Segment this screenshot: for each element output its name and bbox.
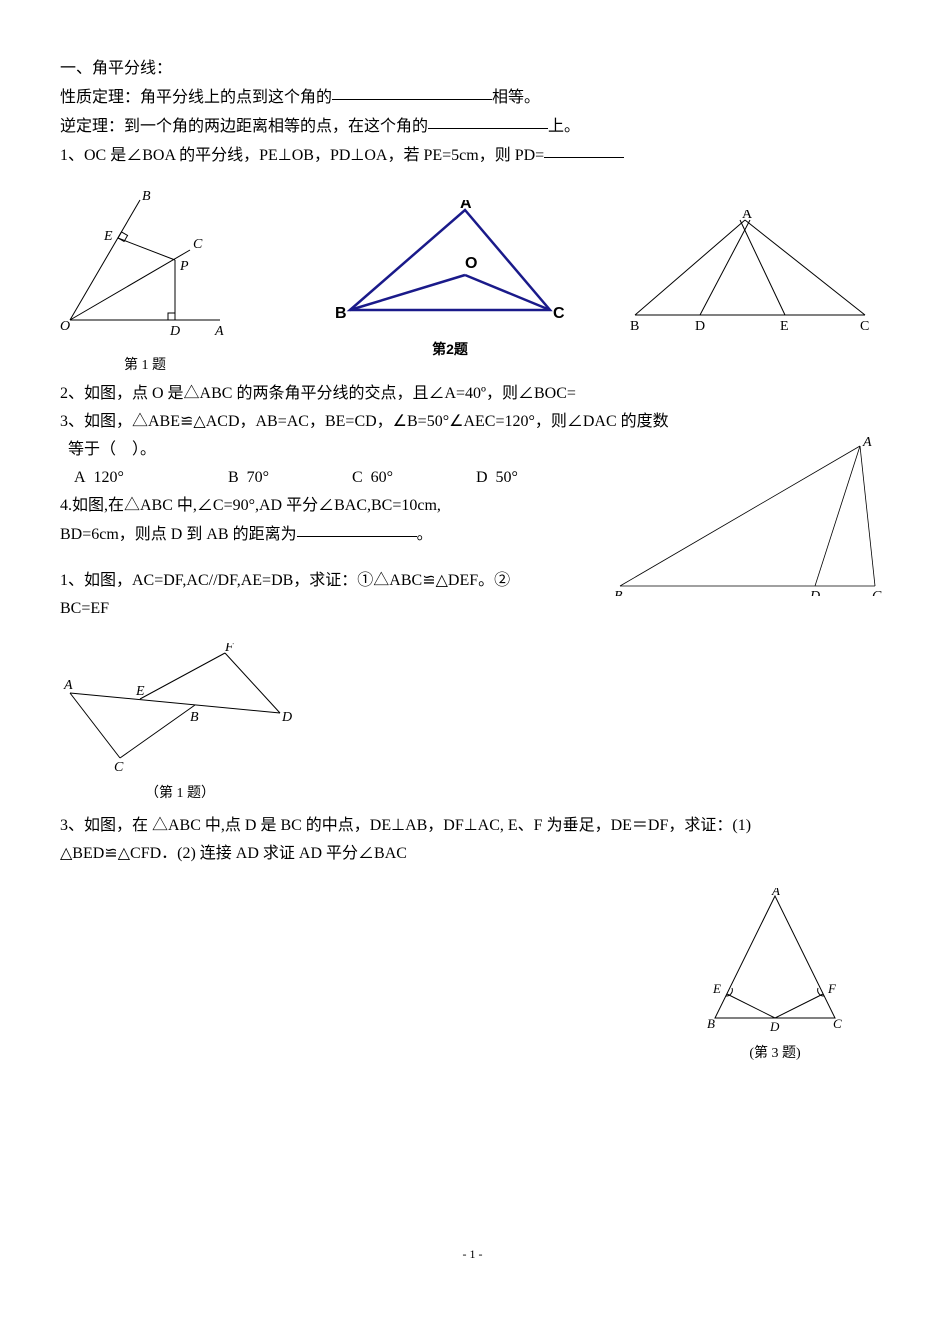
blank-1 — [332, 81, 492, 100]
prop1b-text: 相等。 — [492, 89, 540, 106]
fig4-D: D — [809, 589, 820, 596]
question-1: 1、OC 是∠BOA 的平分线，PE⊥OB，PD⊥OA，若 PE=5cm，则 P… — [60, 141, 885, 170]
fig6-F: F — [827, 981, 837, 996]
fig2-C: C — [553, 305, 565, 322]
fig1-B: B — [142, 190, 151, 204]
prop2b-text: 上。 — [548, 118, 580, 135]
q4b-text: BD=6cm，则点 D 到 AB 的距离为 — [60, 526, 297, 543]
fig2-O: O — [465, 255, 477, 272]
fig5-C: C — [114, 760, 124, 773]
opt-A: A 120° — [74, 464, 224, 492]
fig3-E: E — [780, 319, 789, 330]
fig1-C: C — [193, 237, 203, 252]
proof-3b: △BED≌△CFD．(2) 连接 AD 求证 AD 平分∠BAC — [60, 840, 885, 868]
fig3-D: D — [695, 319, 705, 330]
prop1a-text: 性质定理：角平分线上的点到这个角的 — [60, 89, 332, 106]
q4b-end: 。 — [417, 526, 433, 543]
fig6-C: C — [833, 1016, 842, 1031]
fig2-B: B — [335, 305, 347, 322]
proof-3a: 3、如图，在 △ABC 中,点 D 是 BC 的中点，DE⊥AB，DF⊥AC, … — [60, 812, 885, 840]
fig5-B: B — [190, 710, 199, 725]
figure-3: A B D E C — [625, 210, 875, 335]
fig5-caption: （第 1 题） — [60, 782, 300, 802]
fig1-A: A — [214, 324, 224, 339]
fig3-C: C — [860, 319, 869, 330]
fig6-caption: (第 3 题) — [705, 1042, 845, 1062]
figure-5-block: A E B D F C （第 1 题） — [60, 643, 885, 802]
prop-line-1: 性质定理：角平分线上的点到这个角的 相等。 — [60, 83, 885, 112]
fig6-A: A — [771, 888, 780, 898]
page-number: - 1 - — [0, 1247, 945, 1262]
blank-4 — [297, 518, 417, 537]
prop2a-text: 逆定理：到一个角的两边距离相等的点，在这个角的 — [60, 118, 428, 135]
fig5-A: A — [63, 678, 73, 693]
fig6-D: D — [769, 1019, 780, 1033]
figure-5: A E B D F C — [60, 643, 300, 773]
fig2-caption: 第2题 — [335, 339, 565, 359]
fig1-E: E — [103, 229, 113, 244]
question-2: 2、如图，点 O 是△ABC 的两条角平分线的交点，且∠A=40º，则∠BOC= — [60, 380, 885, 408]
fig4-A: A — [862, 436, 872, 450]
fig1-caption: 第 1 题 — [60, 354, 230, 374]
blank-2 — [428, 110, 548, 129]
fig1-P: P — [179, 259, 189, 274]
opt-B: B 70° — [228, 464, 348, 492]
prop-line-2: 逆定理：到一个角的两边距离相等的点，在这个角的 上。 — [60, 112, 885, 141]
question-3a: 3、如图，△ABE≌△ACD，AB=AC，BE=CD，∠B=50°∠AEC=12… — [60, 408, 885, 436]
fig2-A: A — [460, 200, 472, 212]
fig4-B: B — [614, 589, 623, 596]
heading: 一、角平分线： — [60, 55, 885, 83]
fig5-D: D — [281, 710, 292, 725]
block-q3-q4: 3、如图，△ABE≌△ACD，AB=AC，BE=CD，∠B=50°∠AEC=12… — [60, 408, 885, 623]
diagram-row-1: O B E C P D A 第 1 题 A — [60, 180, 885, 360]
figure-6-block: A E F B D C (第 3 题) — [60, 868, 885, 1058]
fig5-E: E — [135, 684, 145, 699]
fig1-D: D — [169, 324, 180, 339]
blank-3 — [544, 139, 624, 158]
figure-6: A E F B D C (第 3 题) — [705, 888, 845, 1062]
fig6-B: B — [707, 1016, 715, 1031]
figure-4: A B D C — [610, 436, 885, 601]
figure-1: O B E C P D A 第 1 题 — [60, 190, 230, 374]
fig5-F: F — [224, 643, 234, 655]
opt-D: D 50° — [476, 464, 518, 492]
fig3-A: A — [742, 210, 753, 222]
q1-text: 1、OC 是∠BOA 的平分线，PE⊥OB，PD⊥OA，若 PE=5cm，则 P… — [60, 147, 544, 164]
opt-C: C 60° — [352, 464, 472, 492]
figure-2: A B C O 第2题 — [335, 200, 565, 359]
fig4-C: C — [872, 589, 882, 596]
fig3-B: B — [630, 319, 639, 330]
fig1-O: O — [60, 319, 70, 334]
fig6-E: E — [712, 981, 721, 996]
